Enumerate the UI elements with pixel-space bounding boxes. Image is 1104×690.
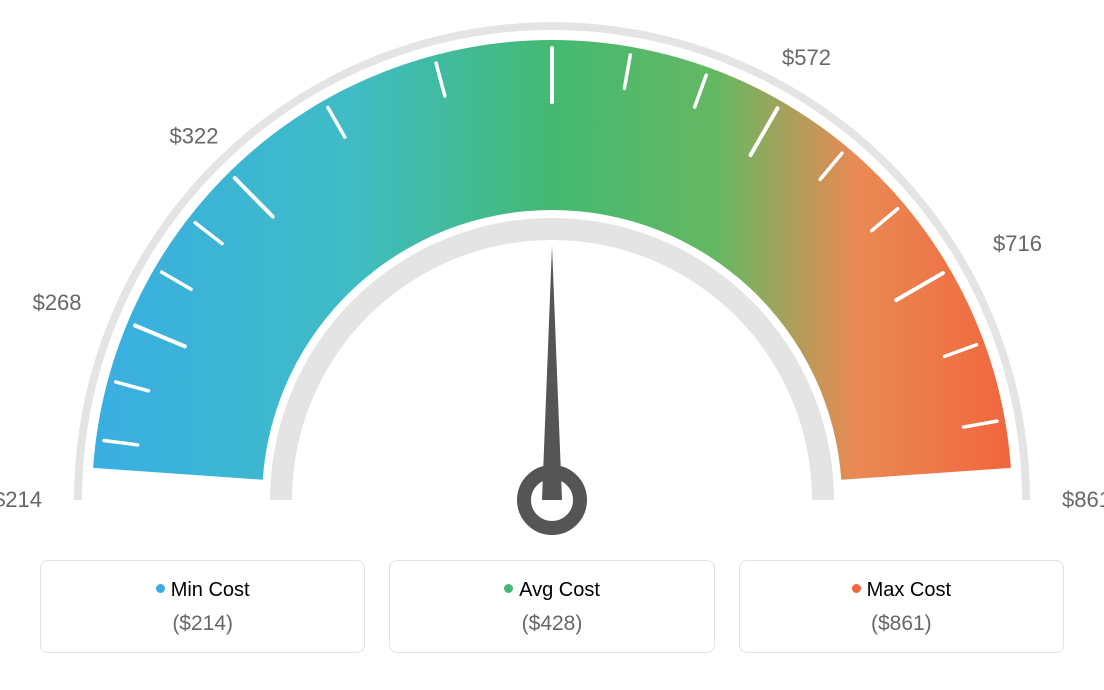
tick-label: $214 — [0, 487, 42, 512]
legend-title-avg: Avg Cost — [400, 579, 703, 602]
dot-min — [156, 584, 165, 593]
needle — [542, 246, 562, 500]
legend-title-max: Max Cost — [750, 579, 1053, 602]
legend-row: Min Cost ($214) Avg Cost ($428) Max Cost… — [0, 560, 1104, 653]
legend-value-avg: ($428) — [400, 612, 703, 636]
legend-title-min-text: Min Cost — [171, 579, 250, 601]
legend-title-max-text: Max Cost — [867, 579, 951, 601]
gauge-chart: $214 $268 $322 $428 $572 $716 $861 — [0, 0, 1104, 560]
legend-card-avg: Avg Cost ($428) — [389, 560, 714, 653]
tick-label: $572 — [782, 45, 831, 70]
dot-max — [852, 584, 861, 593]
tick-label: $861 — [1062, 487, 1104, 512]
legend-value-max: ($861) — [750, 612, 1053, 636]
legend-card-max: Max Cost ($861) — [739, 560, 1064, 653]
legend-title-avg-text: Avg Cost — [519, 579, 600, 601]
gauge-svg: $214 $268 $322 $428 $572 $716 $861 — [0, 0, 1104, 560]
legend-title-min: Min Cost — [51, 579, 354, 602]
tick-label: $322 — [170, 124, 219, 149]
tick-label: $428 — [528, 0, 577, 2]
legend-card-min: Min Cost ($214) — [40, 560, 365, 653]
tick-label: $716 — [993, 231, 1042, 256]
tick-label: $268 — [33, 290, 82, 315]
legend-value-min: ($214) — [51, 612, 354, 636]
dot-avg — [504, 584, 513, 593]
